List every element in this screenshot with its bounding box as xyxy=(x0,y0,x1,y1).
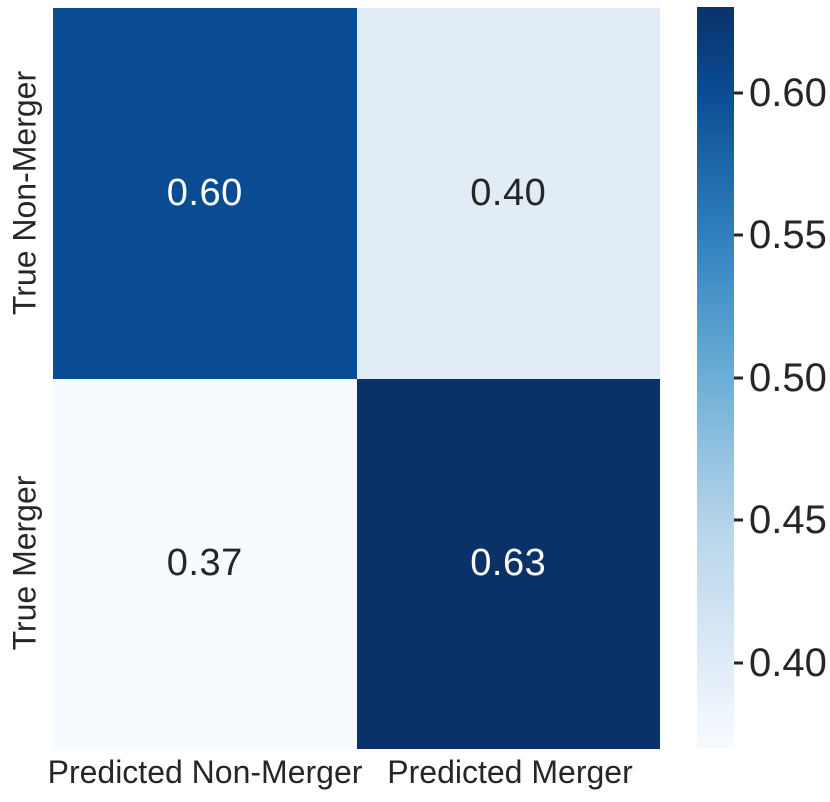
colorbar-tick-mark xyxy=(734,518,743,522)
colorbar-tick-mark xyxy=(734,91,743,94)
colorbar-gradient xyxy=(697,7,734,748)
x-axis-label-predicted-non-merger: Predicted Non-Merger xyxy=(47,754,363,790)
colorbar-tick-mark xyxy=(734,233,743,237)
colorbar-tick-mark xyxy=(734,661,743,664)
colorbar-tick-mark xyxy=(734,376,743,379)
colorbar: 0.60 0.55 0.50 0.45 0.40 xyxy=(697,7,827,748)
y-axis-label-true-non-merger: True Non-Merger xyxy=(6,70,43,316)
colorbar-tick-label: 0.60 xyxy=(749,70,827,115)
heatmap-cell-true-nonmerger-pred-merger: 0.40 xyxy=(356,8,660,379)
heatmap-cell-true-nonmerger-pred-nonmerger: 0.60 xyxy=(53,8,357,379)
colorbar-tick-label: 0.40 xyxy=(749,640,827,685)
heatmap-grid: 0.60 0.40 0.37 0.63 xyxy=(53,8,660,749)
colorbar-tick-label: 0.45 xyxy=(749,497,827,542)
colorbar-tick-label: 0.55 xyxy=(749,213,827,257)
y-axis-label-true-merger: True Merger xyxy=(6,475,43,651)
heatmap-cell-true-merger-pred-merger: 0.63 xyxy=(356,378,660,749)
colorbar-tick-label: 0.50 xyxy=(749,355,827,400)
cell-value-label: 0.60 xyxy=(166,171,243,214)
cell-value-label: 0.37 xyxy=(166,542,243,585)
cell-value-label: 0.63 xyxy=(470,542,547,585)
x-axis-label-predicted-merger: Predicted Merger xyxy=(387,754,633,790)
cell-value-label: 0.40 xyxy=(470,171,547,214)
heatmap-cell-true-merger-pred-nonmerger: 0.37 xyxy=(53,378,357,749)
